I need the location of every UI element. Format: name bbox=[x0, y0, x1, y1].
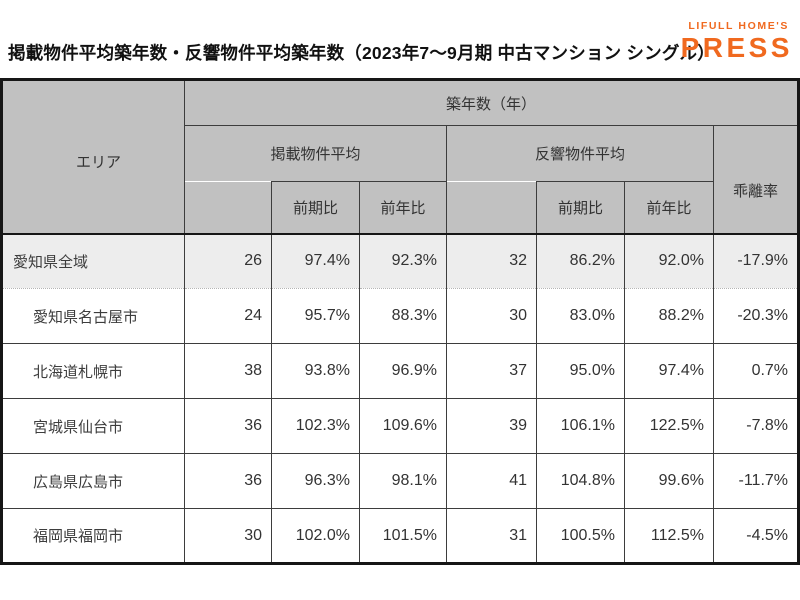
listed-avg-cell: 38 bbox=[184, 343, 272, 399]
deviation-cell: -11.7% bbox=[712, 453, 800, 509]
table-header: エリア 築年数（年） 掲載物件平均 反響物件平均 乖離率 前期比 前年比 前期比… bbox=[1, 79, 800, 234]
deviation-cell: -20.3% bbox=[712, 288, 800, 344]
deviation-cell: -4.5% bbox=[712, 508, 800, 564]
logo-text-lifull-homes: LIFULL HOME'S bbox=[688, 20, 789, 32]
table-row-hiroshima: 広島県広島市 36 96.3% 98.1% 41 104.8% 99.6% -1… bbox=[1, 453, 800, 509]
masthead: 掲載物件平均築年数・反響物件平均築年数（2023年7～9月期 中古マンション シ… bbox=[0, 0, 800, 78]
response-yoy-cell: 112.5% bbox=[624, 508, 714, 564]
listed-yoy-cell: 101.5% bbox=[359, 508, 447, 564]
response-yoy-cell: 99.6% bbox=[624, 453, 714, 509]
listed-qoq-cell: 96.3% bbox=[271, 453, 360, 509]
header-area: エリア bbox=[1, 79, 185, 234]
response-qoq-cell: 95.0% bbox=[536, 343, 625, 399]
response-qoq-cell: 100.5% bbox=[536, 508, 625, 564]
header-spacer-response bbox=[446, 181, 537, 234]
response-avg-cell: 41 bbox=[446, 453, 537, 509]
listed-avg-cell: 36 bbox=[184, 453, 272, 509]
response-avg-cell: 32 bbox=[446, 232, 537, 289]
header-spacer-listed bbox=[184, 181, 272, 234]
table-row-nagoya: 愛知県名古屋市 24 95.7% 88.3% 30 83.0% 88.2% -2… bbox=[1, 288, 800, 344]
deviation-cell: 0.7% bbox=[712, 343, 800, 399]
response-yoy-cell: 88.2% bbox=[624, 288, 714, 344]
area-cell: 愛知県全域 bbox=[1, 232, 185, 289]
listed-avg-cell: 36 bbox=[184, 398, 272, 454]
area-cell: 北海道札幌市 bbox=[1, 343, 185, 399]
area-cell: 愛知県名古屋市 bbox=[1, 288, 185, 344]
header-listed-yoy: 前年比 bbox=[359, 181, 447, 234]
header-response-average: 反響物件平均 bbox=[446, 125, 714, 182]
response-avg-cell: 39 bbox=[446, 398, 537, 454]
table-row-fukuoka: 福岡県福岡市 30 102.0% 101.5% 31 100.5% 112.5%… bbox=[1, 508, 800, 564]
table-row-aichi-total: 愛知県全域 26 97.4% 92.3% 32 86.2% 92.0% -17.… bbox=[1, 232, 800, 289]
response-qoq-cell: 86.2% bbox=[536, 232, 625, 289]
response-avg-cell: 37 bbox=[446, 343, 537, 399]
header-row-1: エリア 築年数（年） bbox=[1, 79, 800, 234]
header-building-age: 築年数（年） bbox=[183, 79, 800, 126]
table-row-sapporo: 北海道札幌市 38 93.8% 96.9% 37 95.0% 97.4% 0.7… bbox=[1, 343, 800, 399]
response-yoy-cell: 92.0% bbox=[624, 232, 714, 289]
response-avg-cell: 31 bbox=[446, 508, 537, 564]
listed-qoq-cell: 93.8% bbox=[271, 343, 360, 399]
listed-qoq-cell: 95.7% bbox=[271, 288, 360, 344]
lifull-homes-press-logo: LIFULL HOME'S PRESS bbox=[681, 21, 791, 62]
building-age-table: エリア 築年数（年） 掲載物件平均 反響物件平均 乖離率 前期比 前年比 前期比… bbox=[0, 78, 800, 565]
listed-qoq-cell: 97.4% bbox=[271, 232, 360, 289]
response-qoq-cell: 106.1% bbox=[536, 398, 625, 454]
response-yoy-cell: 122.5% bbox=[624, 398, 714, 454]
header-listed-average: 掲載物件平均 bbox=[184, 125, 447, 182]
listed-yoy-cell: 92.3% bbox=[359, 232, 447, 289]
listed-yoy-cell: 96.9% bbox=[359, 343, 447, 399]
logo-text-press: PRESS bbox=[680, 31, 793, 63]
header-row-3: 前期比 前年比 前期比 前年比 bbox=[2, 181, 799, 234]
area-cell: 福岡県福岡市 bbox=[1, 508, 185, 564]
listed-qoq-cell: 102.0% bbox=[271, 508, 360, 564]
table-body: 愛知県全域 26 97.4% 92.3% 32 86.2% 92.0% -17.… bbox=[1, 232, 800, 564]
response-yoy-cell: 97.4% bbox=[624, 343, 714, 399]
header-response-yoy: 前年比 bbox=[624, 181, 714, 234]
header-response-qoq: 前期比 bbox=[536, 181, 625, 234]
listed-avg-cell: 24 bbox=[184, 288, 272, 344]
listed-yoy-cell: 109.6% bbox=[359, 398, 447, 454]
listed-yoy-cell: 88.3% bbox=[359, 288, 447, 344]
area-cell: 宮城県仙台市 bbox=[1, 398, 185, 454]
response-avg-cell: 30 bbox=[446, 288, 537, 344]
area-cell: 広島県広島市 bbox=[1, 453, 185, 509]
header-deviation-rate: 乖離率 bbox=[712, 125, 800, 234]
response-qoq-cell: 83.0% bbox=[536, 288, 625, 344]
listed-qoq-cell: 102.3% bbox=[271, 398, 360, 454]
header-listed-qoq: 前期比 bbox=[271, 181, 360, 234]
deviation-cell: -7.8% bbox=[712, 398, 800, 454]
header-row-2: 掲載物件平均 反響物件平均 乖離率 bbox=[2, 125, 800, 234]
listed-yoy-cell: 98.1% bbox=[359, 453, 447, 509]
table-row-sendai: 宮城県仙台市 36 102.3% 109.6% 39 106.1% 122.5%… bbox=[1, 398, 800, 454]
deviation-cell: -17.9% bbox=[712, 232, 800, 289]
listed-avg-cell: 30 bbox=[184, 508, 272, 564]
response-qoq-cell: 104.8% bbox=[536, 453, 625, 509]
page-title: 掲載物件平均築年数・反響物件平均築年数（2023年7～9月期 中古マンション シ… bbox=[8, 43, 715, 63]
listed-avg-cell: 26 bbox=[184, 232, 272, 289]
